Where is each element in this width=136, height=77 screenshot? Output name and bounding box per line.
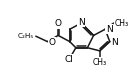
Text: N: N — [111, 38, 118, 47]
Text: CH₃: CH₃ — [93, 58, 107, 67]
Text: C₂H₅: C₂H₅ — [18, 33, 34, 39]
Text: CH₃: CH₃ — [114, 19, 129, 28]
Text: O: O — [48, 38, 55, 47]
Text: Cl: Cl — [64, 55, 73, 64]
Text: O: O — [55, 19, 62, 28]
Text: N: N — [106, 25, 113, 34]
Text: N: N — [78, 18, 85, 27]
